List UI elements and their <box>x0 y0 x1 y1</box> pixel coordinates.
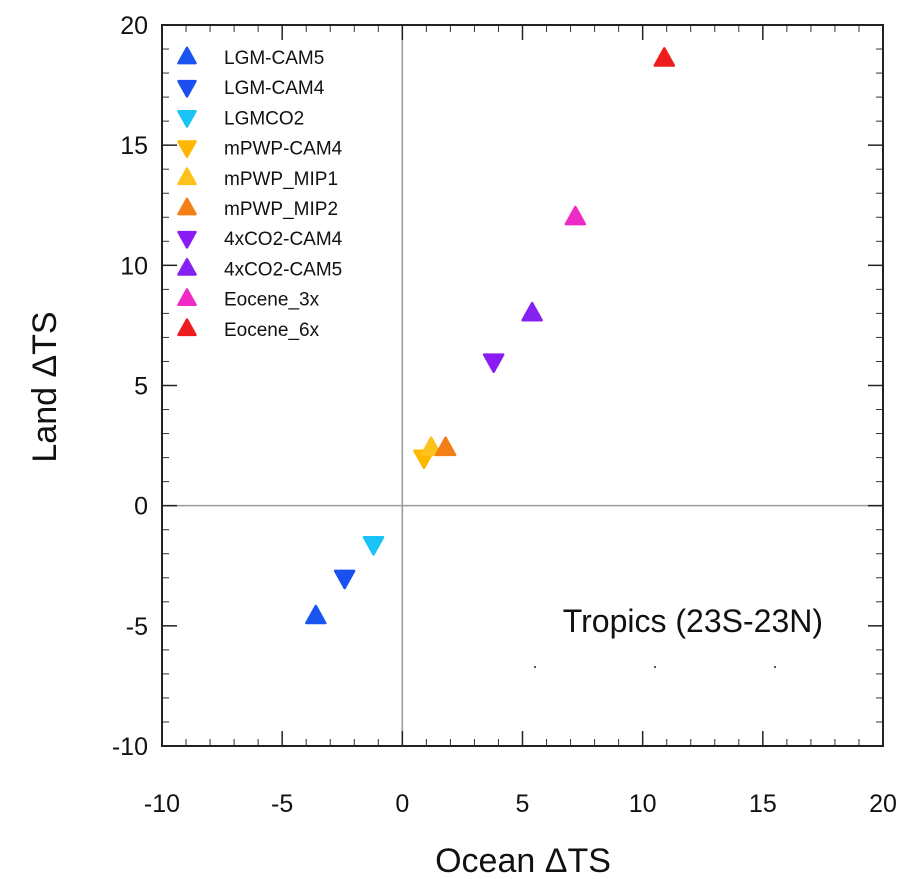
x-tick-label: 0 <box>395 790 409 818</box>
x-tick-labels: -10 -5 0 5 10 15 20 <box>144 790 897 818</box>
point-mpwp-mip2 <box>434 436 457 457</box>
point-mpwp-mip1 <box>420 436 442 457</box>
legend-marker-lgmco2 <box>177 110 197 128</box>
y-tick-label: 20 <box>120 12 148 40</box>
point-eocene-3x <box>564 205 587 226</box>
legend-label: mPWP_MIP2 <box>224 199 338 220</box>
plot-frame <box>161 24 884 747</box>
legend-marker-4xco2-cam5 <box>177 257 197 276</box>
x-tick-label: 5 <box>516 790 530 818</box>
legend-label: Eocene_6x <box>224 320 320 341</box>
x-tick-label: -10 <box>144 790 180 818</box>
y-axis-title: Land ΔTS <box>26 311 64 462</box>
x-tick-label: 15 <box>749 790 777 818</box>
y-tick-label: 10 <box>120 252 148 280</box>
legend-label: LGM-CAM4 <box>224 78 325 99</box>
legend-label: mPWP_MIP1 <box>224 169 338 190</box>
major-ticks <box>161 24 884 747</box>
point-eocene-6x <box>653 47 676 67</box>
y-tick-label: -10 <box>112 733 148 761</box>
annotation-dots <box>534 666 776 668</box>
point-4xco2-cam5 <box>521 301 543 322</box>
legend-marker-mpwp-mip2 <box>177 197 197 216</box>
legend-label: 4xCO2-CAM5 <box>224 259 342 280</box>
legend-marker-eocene-6x <box>177 318 197 337</box>
annotation-dot <box>774 666 776 668</box>
region-annotation: Tropics (23S-23N) <box>563 603 823 639</box>
legend-label: LGMCO2 <box>224 108 304 129</box>
zero-lines <box>162 25 883 746</box>
y-tick-label: 5 <box>134 373 148 401</box>
point-4xco2-cam4 <box>482 353 505 373</box>
x-tick-label: -5 <box>271 790 293 818</box>
legend-label: 4xCO2-CAM4 <box>224 229 343 250</box>
legend-marker-mpwp-cam4 <box>177 140 197 159</box>
minor-ticks <box>162 25 883 746</box>
legend-label: LGM-CAM5 <box>224 48 324 69</box>
legend-marker-4xco2-cam4 <box>177 230 197 249</box>
legend: LGM-CAM5 LGM-CAM4 LGMCO2 mPWP-CAM4 mPWP_MIP1… <box>177 46 343 341</box>
legend-marker-eocene-3x <box>177 288 197 306</box>
legend-marker-lgm-cam4 <box>177 79 197 98</box>
y-tick-label: 0 <box>134 493 148 521</box>
x-axis-title: Ocean ΔTS <box>435 842 611 879</box>
legend-label: mPWP-CAM4 <box>224 139 343 160</box>
legend-marker-mpwp-mip1 <box>177 167 197 186</box>
point-lgm-cam4 <box>333 569 356 590</box>
data-points <box>305 47 676 625</box>
y-tick-labels: -10 -5 0 5 10 15 20 <box>112 12 148 761</box>
legend-label: Eocene_3x <box>224 290 320 311</box>
annotation-dot <box>654 666 656 668</box>
point-lgmco2 <box>362 536 385 556</box>
y-tick-label: -5 <box>126 613 148 641</box>
x-tick-label: 20 <box>869 790 897 818</box>
point-lgm-cam5 <box>305 604 327 625</box>
annotation-dot <box>534 666 536 668</box>
y-tick-label: 15 <box>120 132 148 160</box>
x-tick-label: 10 <box>629 790 657 818</box>
legend-marker-lgm-cam5 <box>177 46 197 65</box>
